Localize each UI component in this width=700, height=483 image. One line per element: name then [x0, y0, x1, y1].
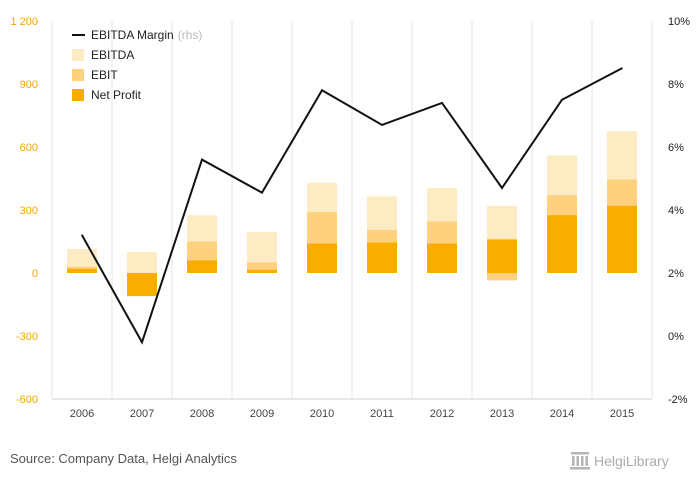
legend-swatch-net-profit	[72, 89, 84, 101]
y-right-tick-label: 2%	[668, 268, 684, 280]
bar-net-profit-2007	[127, 273, 157, 297]
point-ebitda-margin-2012	[441, 102, 443, 104]
bar-net-profit-2008	[187, 260, 217, 273]
x-tick-label: 2012	[430, 408, 454, 420]
point-ebitda-margin-2013	[501, 187, 503, 189]
point-ebitda-margin-2015	[621, 67, 623, 70]
point-ebitda-margin-2007	[141, 341, 143, 344]
line-layer	[81, 67, 623, 345]
y-left-tick-label: -300	[16, 331, 38, 343]
bar-net-profit-2012	[427, 243, 457, 273]
y-left-tick-label: -600	[16, 394, 38, 406]
x-tick-label: 2009	[250, 408, 274, 420]
x-tick-label: 2015	[610, 408, 634, 420]
bar-layer	[67, 131, 637, 297]
point-ebitda-margin-2011	[381, 124, 383, 126]
source-note: Source: Company Data, Helgi Analytics	[10, 451, 237, 466]
point-ebitda-margin-2008	[201, 158, 203, 161]
x-tick-label: 2014	[550, 408, 574, 420]
bar-net-profit-2013	[487, 239, 517, 273]
legend-swatch-ebitda	[72, 49, 84, 61]
y-right-tick-label: -2%	[668, 394, 688, 406]
bar-net-profit-2014	[547, 215, 577, 273]
bar-net-profit-2011	[367, 242, 397, 273]
y-left-tick-label: 600	[20, 142, 38, 154]
x-tick-label: 2008	[190, 408, 214, 420]
point-ebitda-margin-2010	[321, 89, 323, 92]
bar-ebit-2009	[247, 262, 277, 273]
point-ebitda-margin-2014	[561, 98, 563, 101]
legend-label-net-profit: Net Profit	[91, 88, 142, 102]
bar-net-profit-2006	[67, 268, 97, 273]
y-left-tick-label: 900	[20, 79, 38, 91]
x-tick-label: 2010	[310, 408, 334, 420]
bar-net-profit-2009	[247, 269, 277, 273]
point-ebitda-margin-2006	[81, 234, 83, 236]
y-right-tick-label: 8%	[668, 79, 684, 91]
legend-label-ebitda-margin: EBITDA Margin	[91, 28, 174, 42]
y-left-tick-label: 300	[20, 205, 38, 217]
line-ebitda-margin	[81, 67, 623, 345]
legend-swatch-ebit	[72, 69, 84, 81]
x-tick-label: 2013	[490, 408, 514, 420]
x-tick-label: 2007	[130, 408, 154, 420]
bar-ebitda-2007	[127, 252, 157, 273]
legend-label-ebit: EBIT	[91, 68, 118, 82]
brand-logo: HelgiLibrary	[570, 452, 669, 470]
grid-layer	[51, 21, 653, 400]
y-left-tick-label: 0	[32, 268, 38, 280]
bar-ebit-2013	[487, 273, 517, 281]
axis-layer: -600 -300 0 300 600 900 1 200 -2% 0% 2% 4% 6% 8% 10% 2…	[10, 16, 690, 420]
y-right-tick-label: 10%	[668, 16, 690, 28]
legend: EBITDA Margin (rhs) EBITDA EBIT Net Profit	[72, 28, 202, 102]
bar-net-profit-2010	[307, 243, 337, 273]
legend-label-ebitda: EBITDA	[91, 48, 134, 62]
x-tick-label: 2006	[70, 408, 94, 420]
y-left-tick-label: 1 200	[10, 16, 38, 28]
y-right-tick-label: 4%	[668, 205, 684, 217]
brand-name: HelgiLibrary	[594, 453, 669, 469]
x-tick-label: 2011	[370, 408, 394, 420]
y-right-tick-label: 6%	[668, 142, 684, 154]
legend-note-ebitda-margin: (rhs)	[178, 28, 203, 42]
library-icon	[570, 452, 590, 470]
bar-net-profit-2015	[607, 205, 637, 273]
point-ebitda-margin-2009	[261, 191, 263, 194]
y-right-tick-label: 0%	[668, 331, 684, 343]
